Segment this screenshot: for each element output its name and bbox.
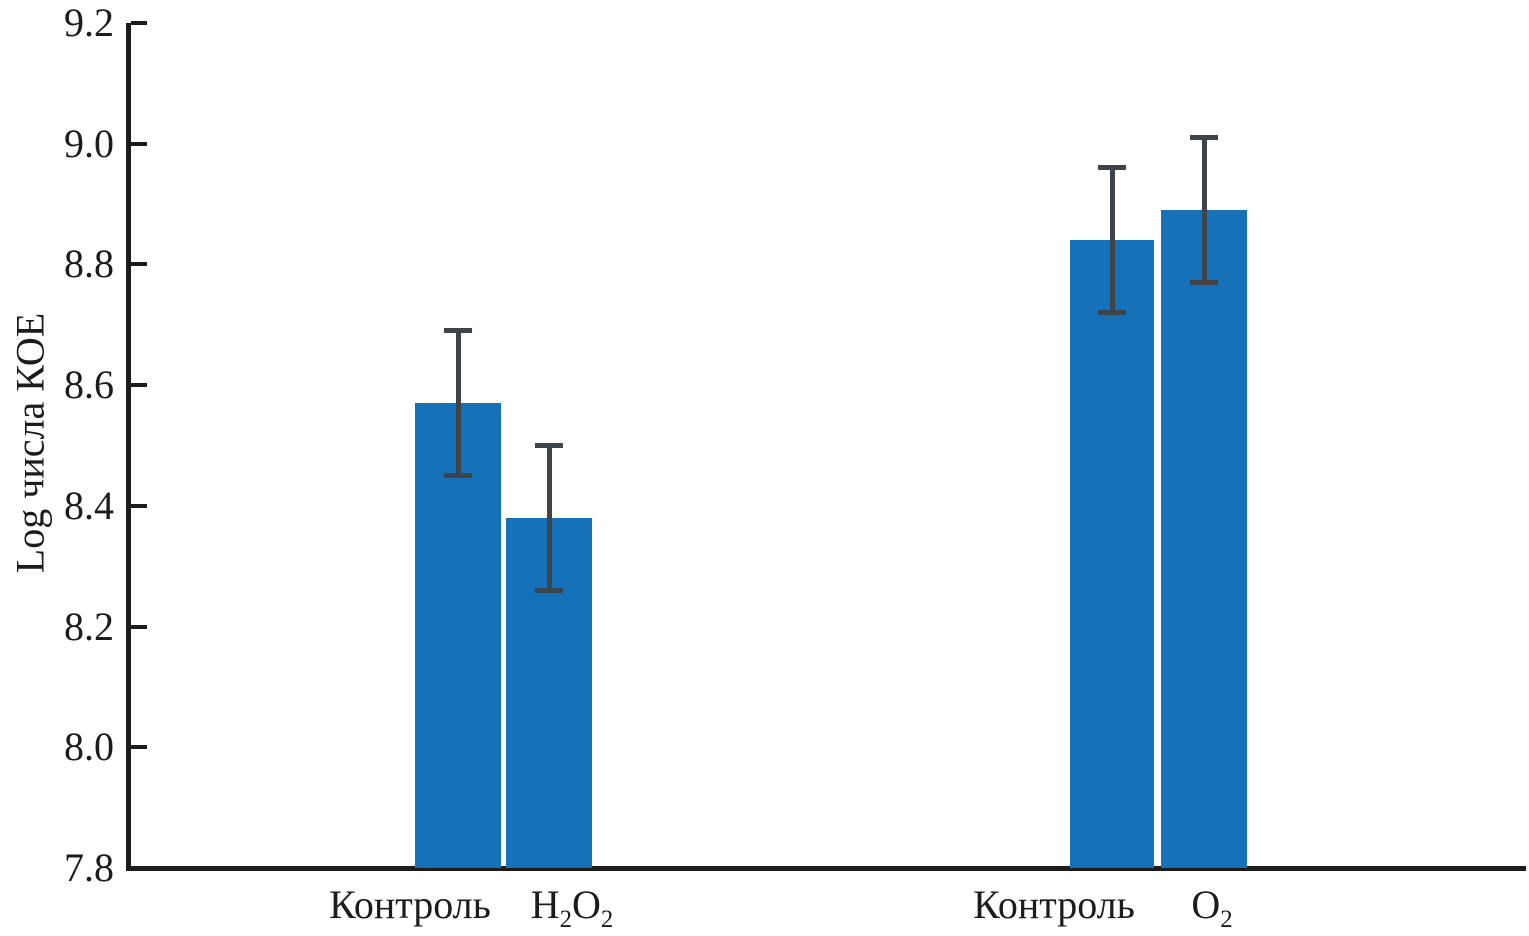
x-tick-label: Контроль bbox=[973, 882, 1135, 927]
error-bar-cap bbox=[1098, 310, 1126, 316]
y-tick-mark bbox=[131, 21, 147, 25]
y-tick-mark bbox=[131, 383, 147, 388]
y-tick-label: 9.0 bbox=[64, 120, 114, 166]
bar bbox=[415, 403, 501, 868]
y-tick-mark bbox=[131, 624, 147, 629]
y-axis-line bbox=[126, 23, 131, 871]
error-bar-cap bbox=[535, 443, 563, 448]
error-bar-cap bbox=[1190, 135, 1218, 141]
y-tick-label: 9.2 bbox=[64, 0, 114, 45]
error-bar-line bbox=[546, 445, 552, 591]
y-tick-label: 8.8 bbox=[64, 241, 114, 287]
x-tick-label: Контроль bbox=[329, 882, 491, 927]
y-tick-mark bbox=[131, 745, 147, 750]
y-tick-mark bbox=[131, 262, 147, 267]
x-tick-label: O2 bbox=[1191, 882, 1233, 933]
y-tick-label: 8.0 bbox=[64, 724, 114, 770]
y-tick-label: 7.8 bbox=[64, 845, 114, 890]
error-bar-line bbox=[1201, 137, 1207, 283]
error-bar-cap bbox=[1098, 165, 1126, 171]
error-bar-line bbox=[455, 330, 461, 476]
x-tick-label: H2O2 bbox=[530, 882, 614, 933]
y-tick-mark bbox=[131, 503, 147, 508]
y-axis-title: Log числа КОЕ bbox=[7, 312, 53, 574]
error-bar-cap bbox=[535, 587, 563, 593]
error-bar-line bbox=[1109, 167, 1115, 313]
y-tick-mark bbox=[131, 866, 147, 870]
y-tick-mark bbox=[131, 141, 147, 146]
y-tick-label: 8.6 bbox=[64, 362, 114, 408]
error-bar-cap bbox=[444, 328, 472, 334]
y-tick-label: 8.4 bbox=[64, 482, 114, 528]
bar bbox=[1161, 210, 1247, 868]
error-bar-cap bbox=[444, 473, 472, 479]
bar bbox=[1070, 240, 1154, 868]
x-axis-line bbox=[126, 866, 1526, 871]
y-tick-label: 8.2 bbox=[64, 603, 114, 649]
error-bar-cap bbox=[1190, 280, 1218, 286]
